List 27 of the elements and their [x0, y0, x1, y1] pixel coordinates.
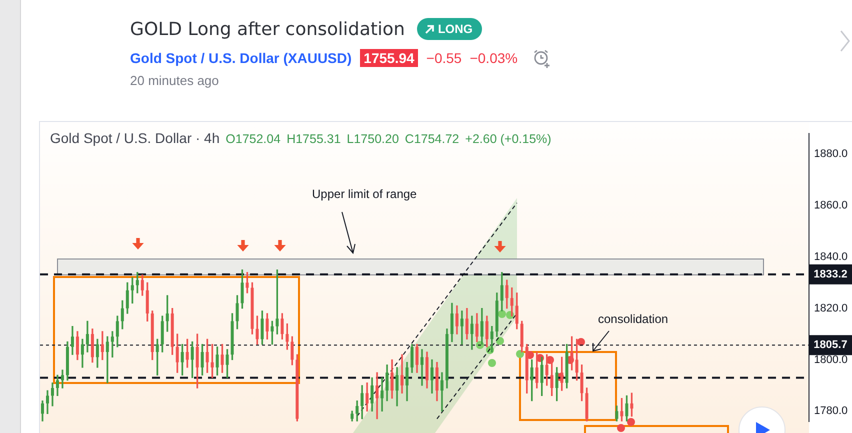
candlestick	[420, 349, 424, 386]
annotation: L1750.20	[346, 132, 399, 146]
y-tick-label: 1840.0	[814, 250, 848, 263]
text: −0.55	[426, 50, 462, 66]
ref-line-label: 1805.7	[814, 339, 848, 352]
chart-title: GOLD Long after consolidation	[130, 18, 405, 40]
y-tick-label: 1860.0	[814, 200, 848, 212]
y-tick-label: 1780.0	[814, 405, 848, 418]
text: −0.03%	[470, 50, 518, 66]
candlestick	[460, 310, 464, 345]
annotation: C1754.72	[404, 132, 460, 146]
ref-line-label: 1833.2	[814, 268, 848, 280]
annotation: O1752.04	[226, 132, 281, 146]
annotation: H1755.31	[286, 132, 341, 146]
annotation: Gold Spot / U.S. Dollar · 4h	[50, 130, 220, 146]
y-tick-label: 1800.0	[814, 354, 848, 366]
annotation: consolidation	[598, 312, 668, 326]
candlestick	[380, 377, 384, 412]
chart-subtitle: Gold Spot / U.S. Dollar (XAUUSD)	[130, 50, 352, 66]
annotation: +2.60 (+0.15%)	[465, 132, 552, 146]
text: LONG	[438, 22, 473, 36]
y-tick-label: 1820.0	[814, 302, 848, 314]
y-tick-label: 1880.0	[814, 148, 848, 160]
text: 20 minutes ago	[130, 73, 219, 88]
text: 1755.94	[360, 49, 418, 67]
band-label: Upper limit of range	[312, 187, 417, 201]
candlestick	[440, 372, 444, 412]
